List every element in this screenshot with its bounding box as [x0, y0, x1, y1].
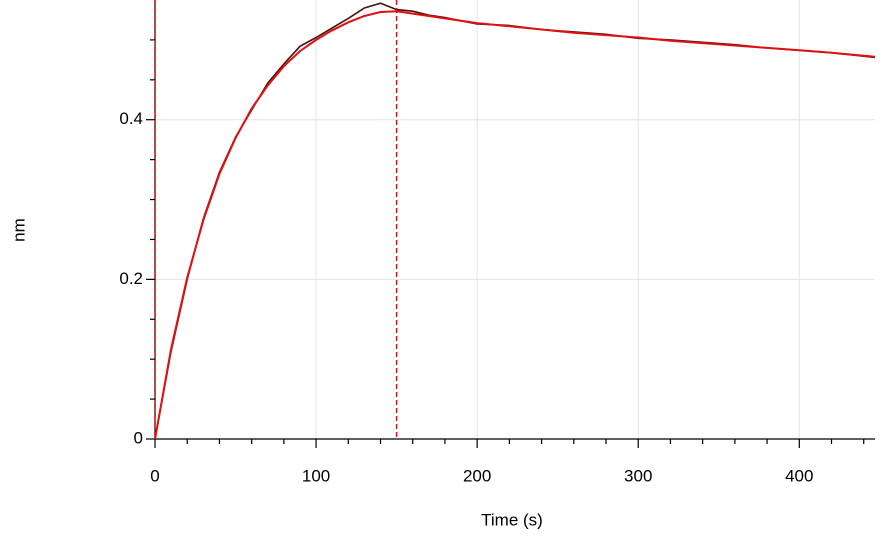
y-tick-label: 0 [134, 428, 143, 447]
y-axis-label: nm [9, 218, 28, 242]
x-tick-label: 200 [463, 466, 491, 485]
y-tick-label: 0.4 [119, 109, 143, 128]
y-tick-label: 0.2 [119, 269, 143, 288]
series-line [154, 2, 876, 440]
series-line [154, 10, 876, 440]
x-tick-label: 300 [624, 466, 652, 485]
x-tick-label: 100 [302, 466, 330, 485]
x-axis-label: Time (s) [481, 510, 543, 529]
x-tick-label: 0 [150, 466, 159, 485]
x-tick-label: 400 [785, 466, 813, 485]
